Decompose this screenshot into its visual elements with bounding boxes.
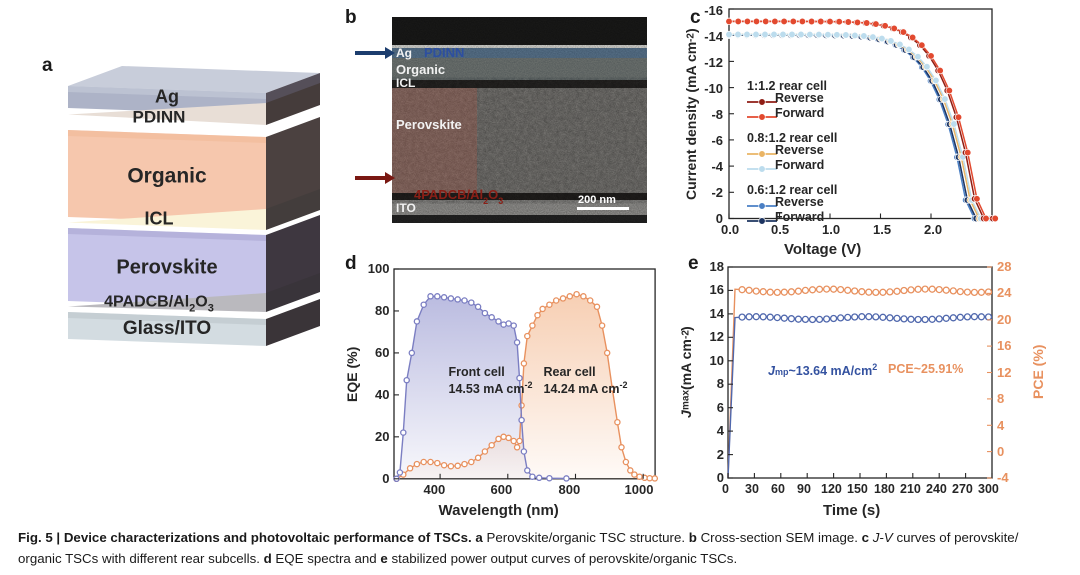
svg-text:Ag: Ag (396, 46, 412, 60)
svg-text:Glass/ITO: Glass/ITO (123, 318, 211, 339)
svg-text:Perovskite: Perovskite (396, 117, 462, 132)
svg-text:Organic: Organic (396, 62, 445, 77)
svg-text:ITO: ITO (396, 201, 416, 215)
svg-text:ICL: ICL (396, 76, 415, 90)
svg-text:Ag: Ag (155, 86, 179, 106)
svg-text:PDINN: PDINN (424, 45, 464, 60)
svg-text:4PADCB/Al2O3: 4PADCB/Al2O3 (104, 294, 214, 315)
svg-text:200 nm: 200 nm (578, 194, 616, 206)
svg-text:PDINN: PDINN (133, 107, 186, 126)
svg-text:Perovskite: Perovskite (116, 256, 217, 278)
svg-text:Organic: Organic (127, 165, 207, 188)
svg-text:ICL: ICL (145, 208, 174, 228)
